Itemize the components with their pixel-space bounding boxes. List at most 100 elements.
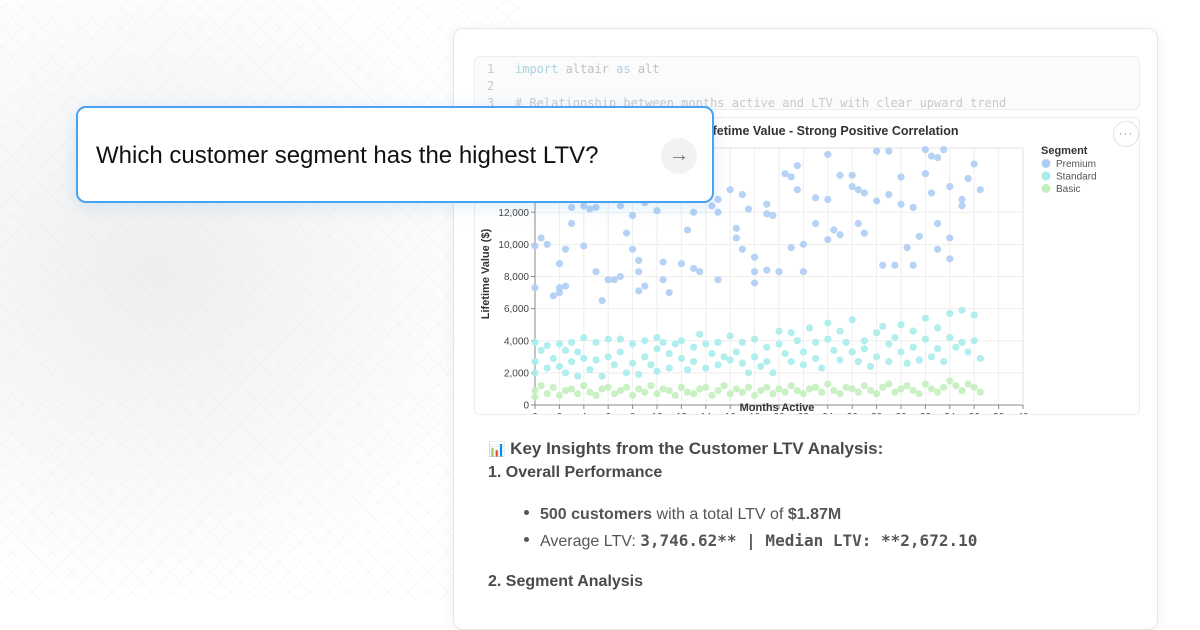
data-point-standard <box>659 338 667 346</box>
data-point-premium <box>824 195 832 203</box>
data-point-basic <box>653 390 661 398</box>
data-point-standard <box>787 329 795 337</box>
arrow-right-icon: → <box>669 144 689 166</box>
code-cell[interactable]: 1 import altair as alt 2 3 # Relationship be… <box>474 56 1140 110</box>
data-point-standard <box>726 356 734 364</box>
data-point-premium <box>549 292 557 300</box>
data-point-standard <box>860 345 868 353</box>
data-point-standard <box>555 340 563 348</box>
data-point-standard <box>873 353 881 361</box>
data-point-premium <box>641 282 649 290</box>
chart-menu-button[interactable]: ··· <box>1113 121 1139 147</box>
average-ltv-label: Average LTV: <box>540 533 641 550</box>
section-segment-analysis: 2. Segment Analysis <box>488 573 644 590</box>
data-point-standard <box>653 367 661 375</box>
data-point-standard <box>629 359 637 367</box>
data-point-standard <box>720 353 728 361</box>
data-point-standard <box>793 337 801 345</box>
data-point-standard <box>866 362 875 371</box>
data-point-premium <box>897 173 905 181</box>
y-tick-label: 10,000 <box>498 240 529 251</box>
data-point-premium <box>665 288 673 297</box>
data-point-basic <box>708 391 716 399</box>
data-point-standard <box>897 321 905 329</box>
data-point-standard <box>854 358 862 366</box>
x-tick-label: 16 <box>725 412 737 414</box>
data-point-premium <box>934 154 942 162</box>
data-point-basic <box>537 382 545 390</box>
send-button[interactable]: → <box>661 138 697 174</box>
data-point-premium <box>854 186 862 194</box>
data-point-premium <box>732 234 740 242</box>
data-point-standard <box>934 345 942 353</box>
data-point-standard <box>787 358 795 366</box>
data-point-basic <box>671 391 679 399</box>
page-background <box>0 0 520 600</box>
data-point-premium <box>781 170 789 178</box>
data-point-standard <box>629 340 637 348</box>
data-point-premium <box>744 205 753 213</box>
data-point-premium <box>543 240 551 248</box>
data-point-standard <box>958 338 966 346</box>
x-tick-label: 34 <box>944 412 956 414</box>
data-point-standard <box>592 356 600 364</box>
x-tick-label: 32 <box>920 412 932 414</box>
data-point-basic <box>531 386 539 395</box>
data-point-basic <box>580 382 588 390</box>
data-point-basic <box>879 383 887 391</box>
data-point-standard <box>653 345 661 353</box>
question-prompt-card[interactable]: Which customer segment has the highest L… <box>76 106 714 203</box>
data-point-premium <box>598 296 606 305</box>
legend-swatch-basic <box>1041 184 1051 193</box>
data-point-premium <box>909 261 917 269</box>
data-point-premium <box>763 200 771 208</box>
data-point-standard <box>799 361 807 369</box>
data-point-premium <box>690 264 698 273</box>
data-point-standard <box>543 341 551 350</box>
chart-emoji-icon: 📊 <box>488 441 506 457</box>
data-point-basic <box>555 391 563 399</box>
data-point-premium <box>616 272 624 281</box>
data-point-premium <box>812 219 820 228</box>
data-point-premium <box>830 226 838 234</box>
data-point-premium <box>653 207 661 215</box>
data-point-standard <box>696 330 704 338</box>
data-point-standard <box>616 335 624 343</box>
data-point-premium <box>763 266 771 274</box>
data-point-premium <box>635 256 643 265</box>
data-point-standard <box>909 343 917 351</box>
data-point-standard <box>708 350 716 358</box>
data-point-standard <box>604 335 612 343</box>
data-point-basic <box>812 383 820 391</box>
data-point-basic <box>604 383 612 391</box>
data-point-standard <box>885 358 893 366</box>
data-point-standard <box>751 353 759 361</box>
data-point-standard <box>946 333 954 342</box>
data-point-basic <box>854 388 862 396</box>
data-point-premium <box>885 147 893 155</box>
data-point-premium <box>568 219 576 228</box>
data-point-standard <box>561 346 570 354</box>
data-point-premium <box>580 242 588 250</box>
data-point-basic <box>787 382 795 390</box>
x-tick-label: 28 <box>871 412 883 414</box>
data-point-basic <box>927 385 936 393</box>
data-point-basic <box>751 391 759 399</box>
data-point-basic <box>976 388 984 396</box>
data-point-basic <box>574 390 582 398</box>
data-point-premium <box>751 253 759 261</box>
data-point-standard <box>702 340 710 348</box>
data-point-basic <box>622 383 631 391</box>
data-point-standard <box>561 369 570 377</box>
data-point-premium <box>879 261 887 269</box>
data-point-premium <box>592 203 600 212</box>
data-point-premium <box>824 235 832 244</box>
data-point-basic <box>915 390 923 398</box>
data-point-standard <box>805 324 814 332</box>
data-point-premium <box>561 282 570 290</box>
data-point-premium <box>738 190 746 199</box>
data-point-premium <box>921 146 929 154</box>
data-point-basic <box>561 386 570 395</box>
data-point-premium <box>580 202 588 210</box>
data-point-premium <box>708 202 716 210</box>
